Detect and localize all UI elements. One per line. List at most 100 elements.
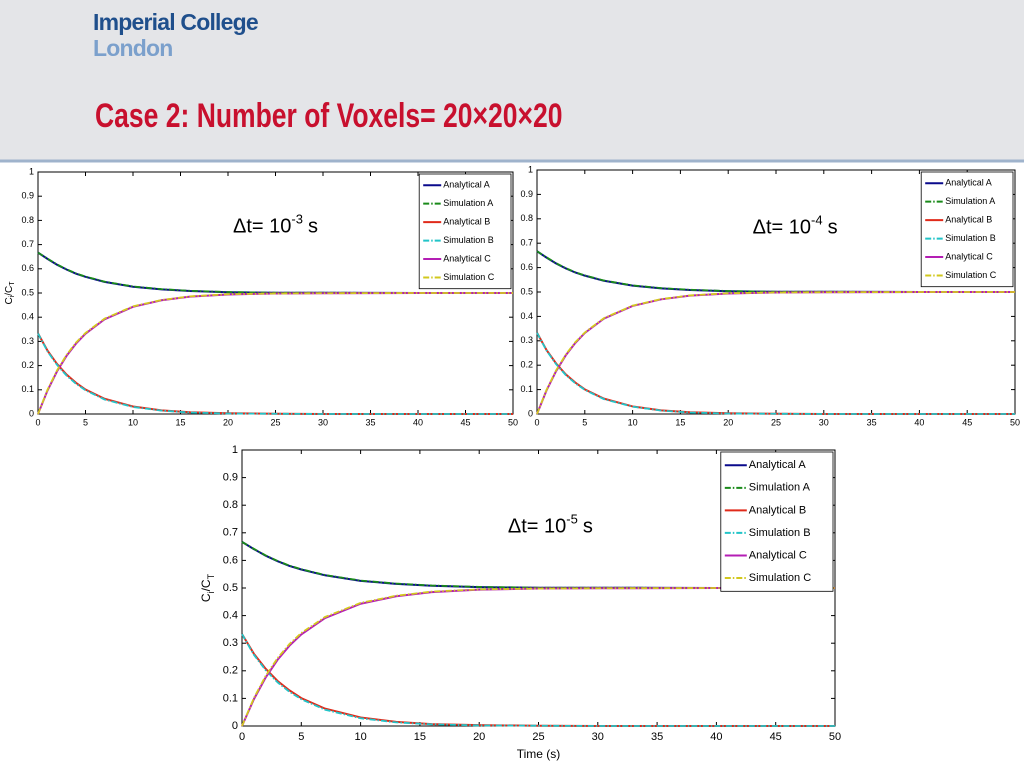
x-tick-label: 5 [582, 417, 587, 427]
y-tick-label: 0.7 [21, 239, 34, 249]
y-tick-label: 0.8 [21, 215, 34, 225]
y-tick-label: 0.3 [21, 336, 34, 346]
legend-box [720, 451, 834, 592]
y-tick-label: 0.2 [21, 360, 34, 370]
legend-label: Analytical C [945, 251, 993, 261]
x-tick-label: 5 [83, 417, 88, 427]
x-tick-label: 0 [239, 731, 245, 743]
y-tick-label: 0.4 [223, 610, 238, 622]
legend-label: Simulation A [945, 196, 995, 206]
x-tick-label: 0 [35, 417, 40, 427]
data-line [241, 541, 835, 589]
x-tick-label: 15 [175, 417, 185, 427]
legend-label: Analytical B [443, 217, 490, 227]
annotation-text: Δt= 10 [753, 217, 811, 239]
header-band [0, 0, 1024, 160]
annotation-unit: s [583, 516, 593, 538]
y-tick-label: 0.5 [223, 582, 238, 594]
logo-line-2: London [93, 35, 173, 61]
y-tick-label: 0.8 [520, 213, 533, 223]
x-tick-label: 25 [532, 731, 544, 743]
legend-label: Simulation A [749, 482, 811, 494]
data-line [37, 332, 513, 415]
x-tick-label: 40 [914, 417, 924, 427]
y-tick-label: 1 [29, 166, 34, 176]
y-tick-label: 0.9 [520, 189, 533, 199]
legend-label: Analytical C [749, 549, 807, 561]
legend-label: Analytical B [749, 504, 806, 516]
y-axis-label: Ci/CT [4, 281, 17, 305]
legend-label: Simulation B [443, 235, 494, 245]
x-tick-label: 35 [867, 417, 877, 427]
x-tick-label: 35 [365, 417, 375, 427]
data-line [241, 633, 835, 727]
annotation: Δt= 10-4 s [753, 212, 838, 238]
data-line [37, 292, 513, 415]
x-tick-label: 15 [414, 731, 426, 743]
x-tick-label: 50 [1010, 417, 1020, 427]
y-tick-label: 0.6 [21, 263, 34, 273]
annotation-text: Δt= 10 [508, 516, 566, 538]
y-tick-label: 0.7 [520, 238, 533, 248]
y-tick-label: 0.2 [223, 665, 238, 677]
y-tick-label: 0.1 [520, 384, 533, 394]
y-label-sub: T [10, 281, 17, 286]
y-tick-label: 0 [29, 408, 34, 418]
y-tick-label: 0.1 [223, 692, 238, 704]
legend-label: Simulation C [945, 270, 997, 280]
slide-title: Case 2: Number of Voxels= 20×20×20 [95, 97, 562, 135]
data-line [241, 587, 835, 727]
x-tick-label: 10 [354, 731, 366, 743]
legend-label: Simulation B [945, 233, 996, 243]
x-tick-label: 30 [318, 417, 328, 427]
y-tick-label: 0.3 [520, 335, 533, 345]
legend-label: Simulation C [443, 272, 495, 282]
annotation-unit: s [828, 217, 838, 239]
y-tick-label: 0 [232, 720, 238, 732]
legend-label: Analytical B [945, 215, 992, 225]
x-tick-label: 45 [460, 417, 470, 427]
x-tick-label: 20 [223, 417, 233, 427]
x-tick-label: 20 [723, 417, 733, 427]
data-line [536, 332, 1015, 415]
annotation-exponent: -5 [566, 511, 578, 526]
x-tick-label: 30 [819, 417, 829, 427]
legend-label: Simulation B [749, 527, 811, 539]
legend-label: Simulation A [443, 198, 493, 208]
x-tick-label: 25 [270, 417, 280, 427]
y-axis-label: Ci/CT [199, 573, 216, 602]
y-label-part: C [199, 593, 213, 602]
legend-box [418, 173, 512, 290]
y-tick-label: 0 [528, 408, 533, 418]
annotation-exponent: -4 [811, 212, 823, 227]
legend-label: Analytical C [443, 253, 491, 263]
y-label-sub: i [206, 591, 216, 593]
y-tick-label: 0.7 [223, 527, 238, 539]
x-tick-label: 50 [508, 417, 518, 427]
x-tick-label: 25 [771, 417, 781, 427]
y-tick-label: 0.5 [21, 287, 34, 297]
x-tick-label: 35 [651, 731, 663, 743]
x-tick-label: 10 [628, 417, 638, 427]
x-tick-label: 10 [128, 417, 138, 427]
y-tick-label: 1 [528, 164, 533, 174]
annotation: Δt= 10-3 s [233, 212, 318, 238]
y-label-part: /C [4, 286, 15, 296]
x-tick-label: 45 [962, 417, 972, 427]
legend-box [920, 171, 1014, 288]
y-label-sub: T [206, 573, 216, 579]
legend-label: Analytical A [443, 180, 490, 190]
y-tick-label: 0.4 [21, 312, 34, 322]
y-tick-label: 0.6 [520, 262, 533, 272]
y-label-part: /C [199, 579, 213, 591]
x-axis-label: Time (s) [517, 747, 561, 761]
y-tick-label: 0.1 [21, 384, 34, 394]
y-tick-label: 0.8 [223, 499, 238, 511]
y-tick-label: 1 [232, 444, 238, 456]
x-tick-label: 50 [829, 731, 841, 743]
x-tick-label: 0 [534, 417, 539, 427]
y-tick-label: 0.3 [223, 637, 238, 649]
x-tick-label: 40 [710, 731, 722, 743]
x-tick-label: 20 [473, 731, 485, 743]
